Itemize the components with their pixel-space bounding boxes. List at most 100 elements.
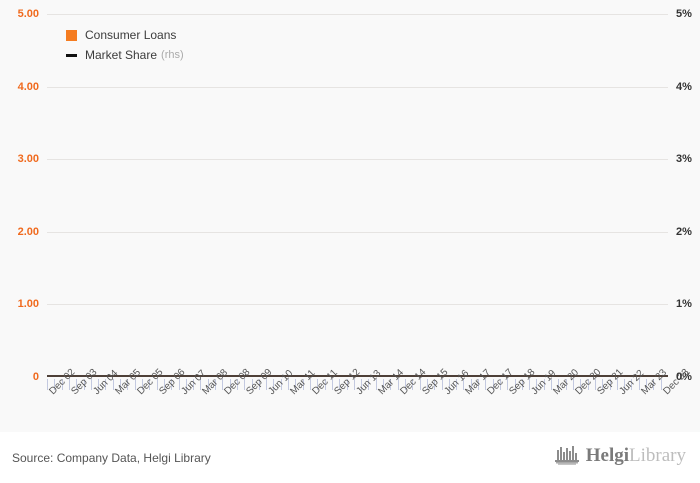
x-axis-tick [295,379,296,390]
x-axis-tick [383,379,384,390]
x-axis-tick [339,379,340,390]
x-axis-tick [84,379,85,390]
plot-area [47,14,668,377]
x-axis-tick [47,379,48,390]
x-axis-tick [252,379,253,390]
x-axis-tick [135,379,136,390]
x-axis-tick [639,379,640,390]
x-axis-tick [405,379,406,390]
x-axis-labels: Dec 02 Sep 03 Jun 04 Mar 05 Dec 05 Sep 06 Jun … [47,367,691,432]
x-axis-tick [463,379,464,390]
x-axis-tick [354,379,355,390]
x-axis-tick [595,379,596,390]
x-axis-tick [449,379,450,390]
x-axis-tick [237,379,238,390]
chart-panel: 0 1.00 2.00 3.00 4.00 5.00 0% 1% 2% 3% 4% 5% Dec 0… [0,8,692,432]
x-axis-tick [631,379,632,390]
x-axis-tick [588,379,589,390]
legend-item-market-share[interactable]: Market Share (rhs) [66,46,184,64]
legend-swatch-icon [66,29,77,41]
x-axis-tick [120,379,121,390]
library-building-icon [554,445,580,467]
x-axis-tick [149,379,150,390]
source-label: Source: Company Data, Helgi Library [12,451,211,465]
x-axis-tick [646,379,647,390]
x-axis-tick [215,379,216,390]
x-axis-tick [62,379,63,390]
x-axis-tick [200,379,201,390]
x-axis-tick [566,379,567,390]
y-axis-left-tick-label: 5.00 [17,8,39,20]
x-axis-tick [368,379,369,390]
gridline [47,14,668,15]
x-axis-tick [478,379,479,390]
x-axis-tick [610,379,611,390]
x-axis-tick [127,379,128,390]
chart-footer: Source: Company Data, Helgi Library [0,432,700,483]
x-axis-tick [310,379,311,390]
x-axis-tick [442,379,443,390]
x-axis-tick [113,379,114,390]
legend-item-label: Consumer Loans [85,28,177,42]
x-axis-tick [427,379,428,390]
x-axis-baseline [47,375,668,377]
x-axis-tick [390,379,391,390]
x-axis-tick [536,379,537,390]
legend-line-icon [66,53,77,57]
gridline [47,231,668,233]
logo-helgi-text: Helgi [585,445,630,466]
x-axis-tick [544,379,545,390]
x-axis-tick [179,379,180,390]
legend-item-axis-note: (rhs) [161,49,184,61]
x-axis-ticks [47,379,668,390]
x-axis-tick [171,379,172,390]
x-axis-tick [412,379,413,390]
x-axis-tick [347,379,348,390]
y-axis-right-tick-label: 2% [676,225,692,238]
x-axis-tick [361,379,362,390]
y-axis-left-tick-label: 4.00 [17,80,39,93]
x-axis-tick [558,379,559,390]
x-axis-tick [529,379,530,390]
x-axis-tick [303,379,304,390]
x-axis-tick [193,379,194,390]
y-axis-left: 0 1.00 2.00 3.00 4.00 5.00 [0,9,39,383]
helgi-library-logo[interactable]: HelgiLibrary [554,445,686,467]
legend-item-consumer-loans[interactable]: Consumer Loans [66,26,184,44]
x-axis-tick [164,379,165,390]
logo-wordmark: HelgiLibrary [586,445,686,467]
x-axis-tick [54,379,55,390]
y-axis-right-tick-label: 5% [676,8,692,20]
x-axis-tick [142,379,143,390]
x-axis-tick [76,379,77,390]
y-axis-right-tick-label: 4% [676,80,692,93]
gridline [47,159,668,161]
x-axis-tick [208,379,209,390]
x-axis-tick [186,379,187,390]
x-axis-tick [507,379,508,390]
x-axis-tick [471,379,472,390]
y-axis-right-tick-label: 0% [676,371,692,383]
x-axis-tick [602,379,603,390]
x-axis-tick [398,379,399,390]
legend-item-label: Market Share [85,48,158,62]
x-axis-tick [573,379,574,390]
y-axis-left-tick-label: 1.00 [17,298,39,311]
x-axis-tick [376,379,377,390]
y-axis-left-tick-label: 3.00 [17,153,39,166]
x-axis-tick [653,379,654,390]
x-axis-tick [420,379,421,390]
y-axis-left-tick-label: 0 [32,371,39,383]
x-axis-tick [230,379,231,390]
x-axis-tick [522,379,523,390]
x-axis-tick [222,379,223,390]
x-axis-tick [661,379,662,390]
x-axis-tick [500,379,501,390]
y-axis-right-tick-label: 3% [676,153,692,166]
chart-legend: Consumer Loans Market Share (rhs) [66,26,184,66]
x-axis-tick [266,379,267,390]
x-axis-tick [288,379,289,390]
gridline [47,86,668,88]
x-axis-tick [617,379,618,390]
